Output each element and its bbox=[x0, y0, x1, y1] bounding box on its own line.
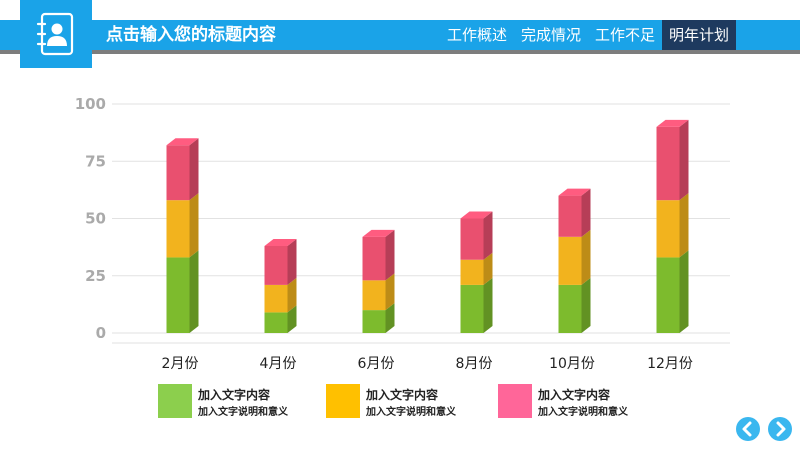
bar-layer bbox=[166, 119, 689, 333]
bar-segment-side bbox=[189, 138, 199, 201]
legend-swatch bbox=[326, 384, 360, 418]
bar-segment-side bbox=[581, 277, 591, 333]
y-tick-label: 0 bbox=[96, 324, 106, 342]
y-tick-label: 25 bbox=[85, 267, 106, 285]
bar-segment-side bbox=[385, 303, 395, 333]
bar-segment-side bbox=[287, 305, 297, 333]
bar-segment-side bbox=[483, 252, 493, 285]
tab-shortcomings[interactable]: 工作不足 bbox=[594, 26, 655, 44]
legend-title: 加入文字内容 bbox=[198, 388, 271, 402]
bar-segment bbox=[166, 257, 190, 333]
y-tick-label: 50 bbox=[85, 210, 106, 228]
legend: 加入文字内容 加入文字说明和意义 加入文字内容 加入文字说明和意义 加入文字内容… bbox=[158, 382, 678, 422]
bar-segment-side bbox=[189, 250, 199, 333]
legend-subtitle: 加入文字说明和意义 bbox=[538, 407, 628, 418]
bar-segment bbox=[656, 200, 680, 258]
bar-segment bbox=[362, 280, 386, 311]
bar-top bbox=[362, 229, 395, 237]
x-tick-label: 4月份 bbox=[260, 356, 297, 372]
legend-swatch bbox=[498, 384, 532, 418]
bar-segment bbox=[460, 259, 484, 285]
tab-completion[interactable]: 完成情况 bbox=[520, 26, 581, 44]
bar-segment-side bbox=[679, 250, 689, 333]
legend-title: 加入文字内容 bbox=[538, 388, 611, 402]
contact-book-icon bbox=[36, 12, 74, 56]
legend-swatch bbox=[158, 384, 192, 418]
bar-segment bbox=[166, 200, 190, 258]
bar-segment bbox=[558, 236, 582, 285]
legend-subtitle: 加入文字说明和意义 bbox=[366, 407, 456, 418]
grid-layer bbox=[112, 103, 730, 344]
bar-segment-side bbox=[679, 193, 689, 258]
bar-segment-side bbox=[287, 277, 297, 313]
bar-segment-side bbox=[189, 193, 199, 258]
bar-segment bbox=[558, 284, 582, 333]
bar-segment bbox=[656, 126, 680, 201]
bar-top bbox=[264, 238, 297, 246]
y-tick-label: 100 bbox=[75, 95, 106, 113]
bar-segment bbox=[460, 284, 484, 333]
bar-segment-side bbox=[581, 229, 591, 285]
chevron-left-icon bbox=[742, 421, 752, 437]
legend-title: 加入文字内容 bbox=[366, 388, 439, 402]
bar-segment bbox=[264, 245, 288, 285]
bar-segment-side bbox=[483, 277, 493, 333]
tab-next-year-plan[interactable]: 明年计划 bbox=[661, 20, 736, 50]
x-tick-label: 12月份 bbox=[647, 356, 693, 372]
legend-subtitle: 加入文字说明和意义 bbox=[198, 407, 288, 418]
x-tick-label: 10月份 bbox=[549, 356, 595, 372]
header-underline bbox=[0, 50, 800, 54]
bar-top bbox=[558, 188, 591, 196]
bar-top bbox=[460, 211, 493, 219]
bar-segment bbox=[264, 312, 288, 333]
x-tick-label: 8月份 bbox=[456, 356, 493, 372]
tab-overview[interactable]: 工作概述 bbox=[446, 26, 507, 44]
bar-segment bbox=[656, 257, 680, 333]
bar-top bbox=[656, 119, 689, 127]
bar-segment bbox=[362, 310, 386, 333]
bar-segment bbox=[264, 284, 288, 313]
bar-segment-side bbox=[385, 229, 395, 281]
bar-segment-side bbox=[287, 238, 297, 285]
bar-segment-side bbox=[581, 188, 591, 237]
label-layer: 0 25 50 75 100 2月份 4月份 6月份 8月份 10月份 12月份 bbox=[75, 95, 693, 372]
top-nav: 工作概述 完成情况 工作不足 明年计划 bbox=[440, 20, 736, 50]
page-title: 点击输入您的标题内容 bbox=[106, 25, 276, 45]
bar-segment-side bbox=[385, 273, 395, 311]
bar-segment bbox=[166, 145, 190, 201]
y-tick-label: 75 bbox=[85, 152, 106, 170]
bar-segment-side bbox=[483, 211, 493, 260]
logo bbox=[20, 0, 92, 68]
bar-segment bbox=[558, 195, 582, 237]
chevron-right-icon bbox=[776, 421, 786, 437]
next-slide-button[interactable] bbox=[768, 417, 792, 441]
x-tick-label: 6月份 bbox=[358, 356, 395, 372]
prev-slide-button[interactable] bbox=[736, 417, 760, 441]
bar-segment bbox=[460, 218, 484, 260]
x-tick-label: 2月份 bbox=[162, 356, 199, 372]
bar-top bbox=[166, 138, 199, 146]
bar-segment-side bbox=[679, 119, 689, 201]
bar-segment bbox=[362, 236, 386, 281]
